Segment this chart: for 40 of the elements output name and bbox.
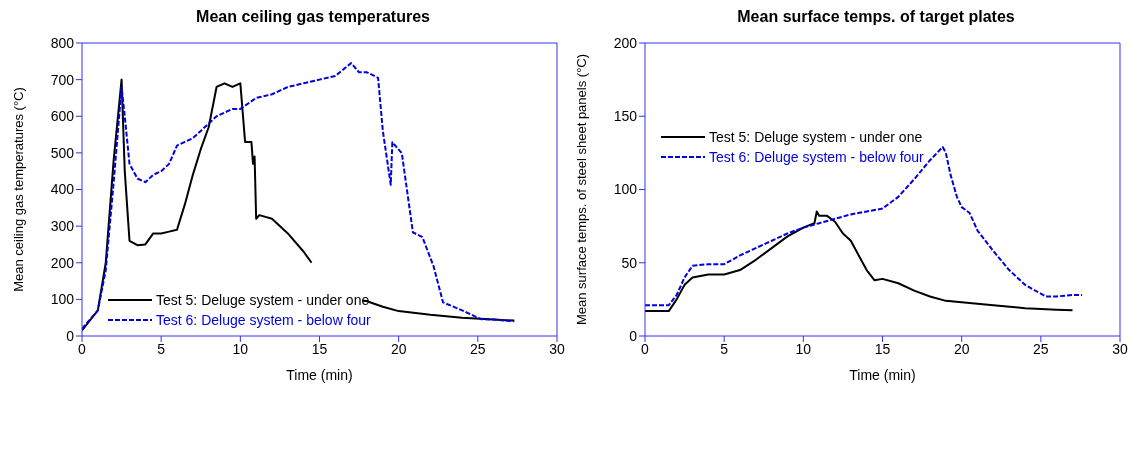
chart-title: Mean surface temps. of target plates	[736, 8, 1016, 27]
y-axis-title: Mean surface temps. of steel sheet panels (°C)	[573, 53, 589, 326]
x-tick-label: 25	[1033, 340, 1049, 357]
y-tick-label: 50	[621, 254, 638, 271]
y-tick-label: 0	[66, 327, 75, 344]
y-tick-label: 300	[50, 218, 75, 235]
y-tick-label: 150	[613, 108, 638, 125]
x-tick-label: 20	[390, 340, 407, 357]
x-tick-label: 10	[232, 340, 249, 357]
legend-label: Test 5: Deluge system - under one	[709, 128, 923, 147]
x-axis-title: Time (min)	[286, 367, 353, 383]
x-tick-label: 25	[470, 340, 486, 357]
x-tick-label: 5	[157, 340, 166, 357]
chart-title: Mean ceiling gas temperatures	[195, 8, 431, 27]
line-series	[645, 146, 1083, 307]
y-tick-label: 400	[50, 181, 75, 198]
y-tick-label: 800	[50, 34, 75, 51]
x-axis-title: Time (min)	[849, 367, 916, 383]
x-tick-label: 0	[78, 340, 87, 357]
x-tick-label: 0	[641, 340, 650, 357]
y-tick-label: 500	[50, 144, 75, 161]
x-tick-label: 30	[1112, 340, 1128, 357]
y-axis-title: Mean ceiling gas temperatures (°C)	[10, 87, 26, 292]
line-series	[645, 210, 1074, 313]
legend-label: Test 6: Deluge system - below four	[156, 311, 371, 330]
x-tick-label: 5	[720, 340, 729, 357]
y-tick-label: 0	[629, 327, 638, 344]
y-tick-label: 200	[50, 254, 75, 271]
x-tick-label: 20	[953, 340, 970, 357]
y-tick-label: 600	[50, 108, 75, 125]
legend-label: Test 5: Deluge system - under one	[156, 291, 370, 310]
y-tick-label: 700	[50, 71, 75, 88]
x-tick-label: 30	[549, 340, 565, 357]
x-tick-label: 15	[874, 340, 891, 357]
x-tick-label: 15	[311, 340, 328, 357]
x-tick-label: 10	[795, 340, 812, 357]
y-tick-label: 200	[613, 34, 638, 51]
y-tick-label: 100	[613, 181, 638, 198]
legend-label: Test 6: Deluge system - below four	[709, 148, 924, 167]
y-tick-label: 100	[50, 291, 75, 308]
